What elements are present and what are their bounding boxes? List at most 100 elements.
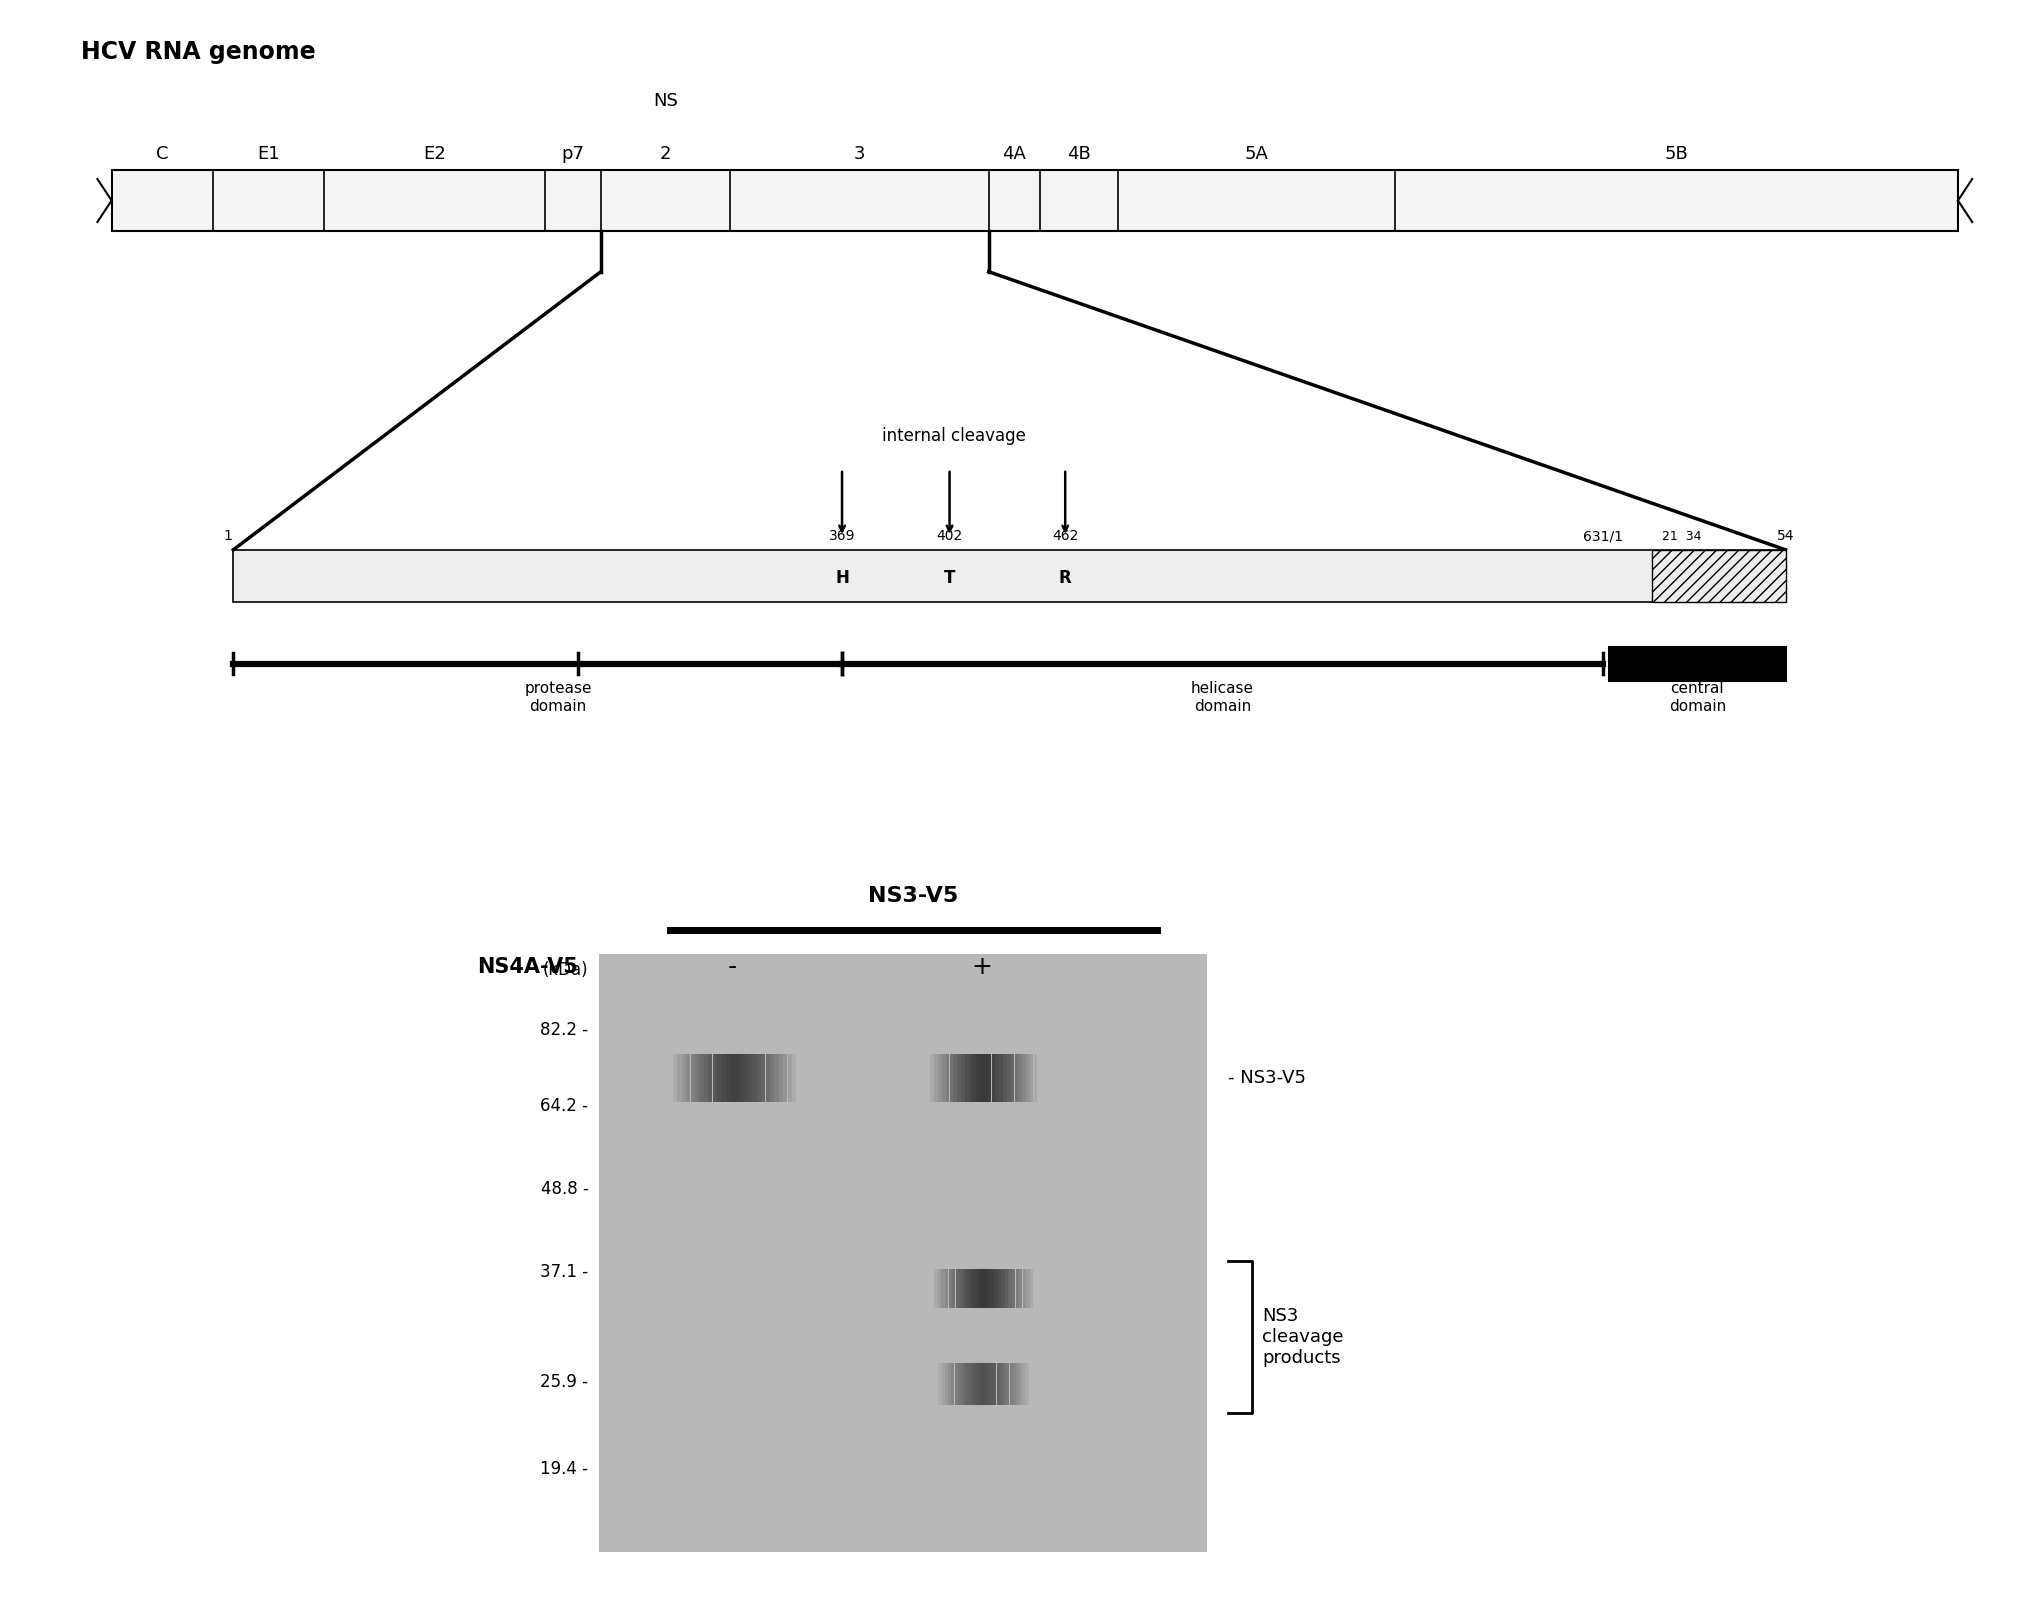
Bar xyxy=(962,1363,964,1405)
Text: T: T xyxy=(943,569,956,587)
Bar xyxy=(704,1054,708,1101)
Text: 462: 462 xyxy=(1053,529,1077,543)
Bar xyxy=(765,1054,769,1101)
Bar xyxy=(986,1363,990,1405)
Bar xyxy=(980,1054,984,1101)
Bar xyxy=(1027,1269,1029,1308)
Bar xyxy=(769,1054,775,1101)
Bar xyxy=(1002,1363,1006,1405)
Bar xyxy=(1014,1054,1019,1101)
Bar xyxy=(1019,1054,1023,1101)
Text: - NS3-V5: - NS3-V5 xyxy=(1228,1069,1305,1087)
Text: central
domain: central domain xyxy=(1668,681,1727,715)
Bar xyxy=(954,1363,958,1405)
Bar xyxy=(941,1054,946,1101)
Bar xyxy=(952,1269,956,1308)
Bar xyxy=(988,1269,990,1308)
Bar xyxy=(761,1054,765,1101)
Text: C: C xyxy=(156,146,168,163)
Bar xyxy=(1006,1363,1008,1405)
Bar xyxy=(931,1269,933,1308)
Bar xyxy=(948,1269,952,1308)
Bar xyxy=(696,1054,700,1101)
Bar xyxy=(964,1363,968,1405)
Text: 369: 369 xyxy=(828,529,856,543)
Bar xyxy=(994,1269,998,1308)
Bar xyxy=(962,1269,966,1308)
Text: R: R xyxy=(1059,569,1071,587)
Bar xyxy=(1027,1054,1029,1101)
Text: internal cleavage: internal cleavage xyxy=(883,427,1025,445)
Bar xyxy=(996,1363,1000,1405)
Bar xyxy=(954,1054,958,1101)
Bar xyxy=(966,1269,970,1308)
Bar xyxy=(1012,1269,1014,1308)
Bar xyxy=(984,1363,986,1405)
Bar xyxy=(1017,1363,1019,1405)
Bar xyxy=(946,1363,948,1405)
Text: 2: 2 xyxy=(659,146,672,163)
Bar xyxy=(743,1054,749,1101)
Text: 5B: 5B xyxy=(1664,146,1688,163)
Bar xyxy=(112,170,1958,231)
Text: 37.1 -: 37.1 - xyxy=(540,1263,588,1281)
Bar xyxy=(988,1054,992,1101)
Text: 25.9 -: 25.9 - xyxy=(540,1373,588,1391)
Bar xyxy=(960,1269,962,1308)
Bar xyxy=(678,1054,682,1101)
Bar xyxy=(1012,1363,1017,1405)
Text: 54: 54 xyxy=(1777,529,1794,543)
Bar xyxy=(1027,1363,1029,1405)
Bar xyxy=(686,1054,690,1101)
Bar xyxy=(994,1363,996,1405)
Bar xyxy=(990,1363,994,1405)
Bar xyxy=(972,1054,976,1101)
Bar xyxy=(783,1054,787,1101)
Bar xyxy=(984,1054,988,1101)
Bar xyxy=(690,1054,694,1101)
Bar xyxy=(966,1054,968,1101)
Bar xyxy=(990,1269,994,1308)
Bar xyxy=(739,1054,743,1101)
Bar xyxy=(734,1054,739,1101)
Text: 631/1: 631/1 xyxy=(1583,529,1623,543)
Bar xyxy=(968,1054,972,1101)
Bar xyxy=(1019,1269,1023,1308)
Bar xyxy=(1017,1269,1019,1308)
Bar xyxy=(937,1054,941,1101)
Bar xyxy=(233,550,1786,602)
Bar xyxy=(980,1269,984,1308)
Bar xyxy=(749,1054,753,1101)
Bar xyxy=(1609,647,1786,681)
Bar xyxy=(968,1363,970,1405)
Text: 5A: 5A xyxy=(1244,146,1268,163)
Bar xyxy=(1002,1054,1006,1101)
Bar xyxy=(935,1269,937,1308)
Text: (kDa): (kDa) xyxy=(544,960,588,980)
Bar xyxy=(779,1054,783,1101)
Text: protease
domain: protease domain xyxy=(523,681,592,715)
Bar xyxy=(730,1054,734,1101)
Bar xyxy=(708,1054,712,1101)
Bar xyxy=(958,1363,962,1405)
Text: 4A: 4A xyxy=(1002,146,1027,163)
Bar xyxy=(956,1269,960,1308)
Bar xyxy=(948,1363,952,1405)
Text: HCV RNA genome: HCV RNA genome xyxy=(81,40,317,65)
Bar xyxy=(941,1363,946,1405)
Bar xyxy=(1023,1269,1027,1308)
Bar xyxy=(1006,1054,1010,1101)
Text: 3: 3 xyxy=(854,146,864,163)
Bar xyxy=(935,1363,937,1405)
Text: 48.8 -: 48.8 - xyxy=(540,1180,588,1198)
Text: 4B: 4B xyxy=(1067,146,1092,163)
Text: 402: 402 xyxy=(937,529,962,543)
Bar xyxy=(1010,1054,1014,1101)
Bar xyxy=(996,1054,998,1101)
Bar xyxy=(974,1363,978,1405)
Bar xyxy=(1029,1363,1033,1405)
Text: NS: NS xyxy=(653,92,678,110)
Bar xyxy=(1002,1269,1004,1308)
Bar xyxy=(950,1054,954,1101)
Bar xyxy=(797,1054,801,1101)
